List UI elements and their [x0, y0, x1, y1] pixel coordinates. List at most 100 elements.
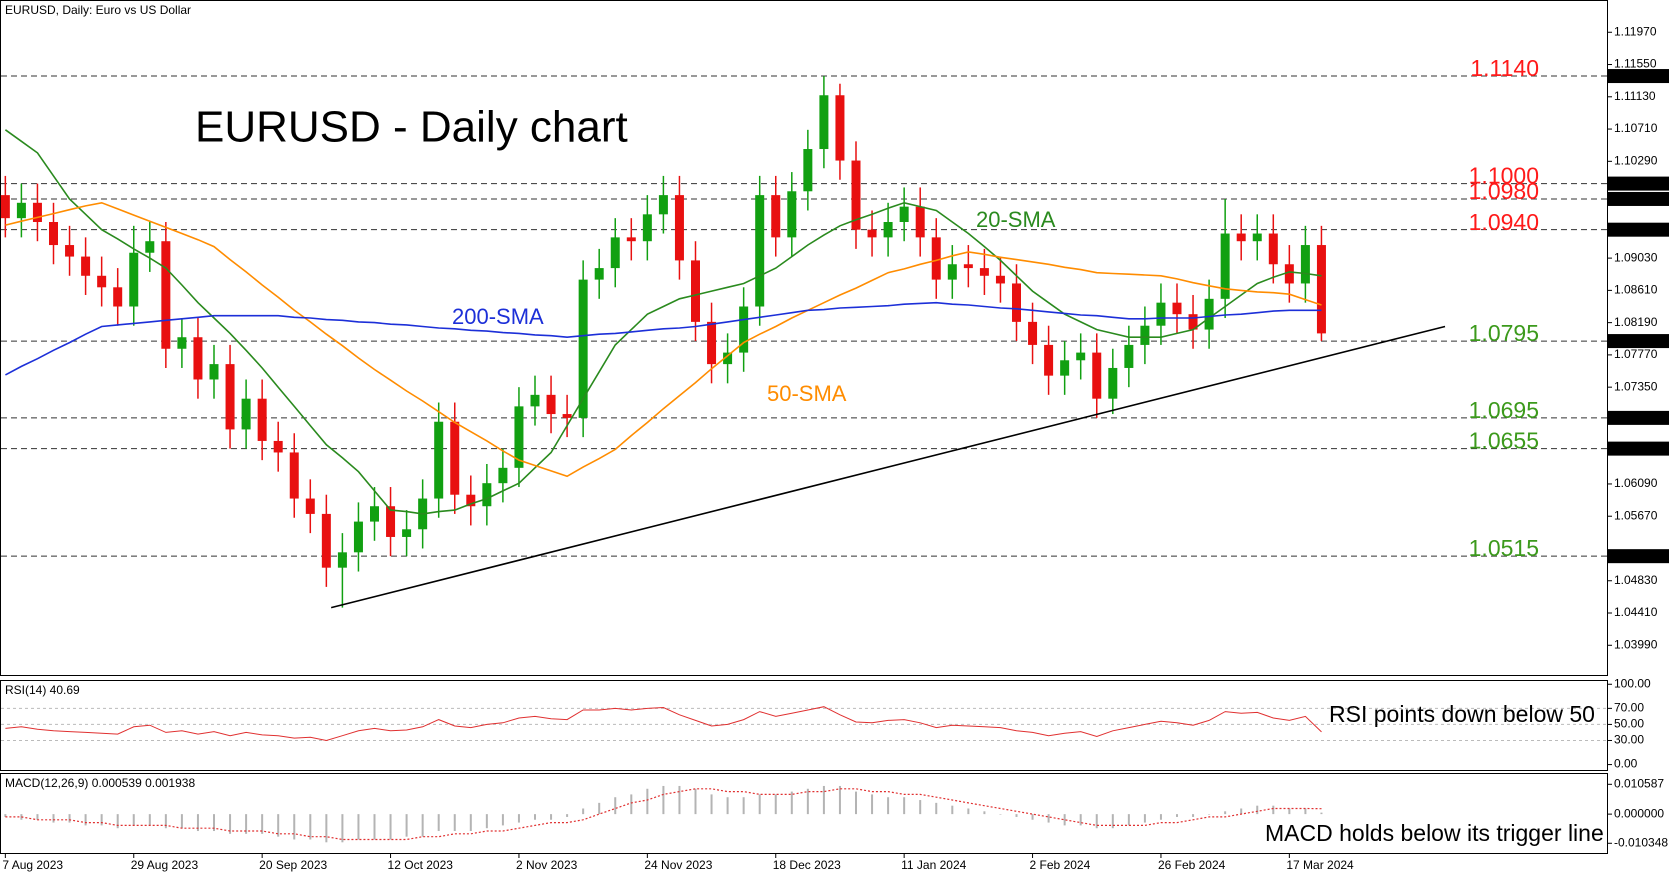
y-tick-label: 1.04830 [1614, 573, 1658, 587]
candle-body [1236, 233, 1246, 242]
macd-bar [453, 814, 456, 832]
candle-body [1188, 314, 1198, 330]
macd-bar [903, 797, 906, 815]
macd-bar [710, 794, 713, 815]
candle-body [177, 337, 187, 349]
macd-bar [116, 814, 119, 829]
sma-line [5, 301, 1322, 376]
candle-body [610, 237, 620, 269]
level-price-box [1608, 69, 1669, 84]
y-tick-label: 1.09030 [1614, 250, 1658, 264]
macd-bar [790, 791, 793, 815]
candle-body [1252, 233, 1262, 242]
x-tick-label: 12 Oct 2023 [388, 858, 454, 872]
macd-bar [1143, 814, 1146, 823]
candle-body [1076, 352, 1086, 361]
macd-bar [485, 814, 488, 829]
candle-body [915, 206, 925, 238]
candle-body [947, 264, 957, 280]
candle-body [642, 214, 652, 242]
candle-body [1220, 233, 1230, 299]
candle-body [739, 306, 749, 353]
y-tick-label: 1.03990 [1614, 637, 1658, 651]
level-label: 1.0695 [1469, 397, 1539, 423]
macd-bar [935, 802, 938, 815]
candle-body [578, 279, 588, 418]
candle-body [1300, 245, 1310, 284]
macd-bar [822, 785, 825, 815]
candle-body [963, 264, 973, 269]
macd-bar [389, 814, 392, 840]
candle-body [193, 337, 203, 380]
macd-bar [662, 785, 665, 815]
macd-bar [1095, 814, 1098, 829]
macd-bar [501, 814, 504, 826]
macd-bar [1272, 805, 1275, 815]
level-price-box [1608, 410, 1669, 425]
candle-body [1060, 360, 1070, 376]
candle-body [707, 321, 717, 365]
sma-label: 20-SMA [976, 207, 1056, 232]
macd-bar [1192, 814, 1195, 817]
macd-bar [164, 814, 167, 829]
candle-body [755, 195, 765, 307]
level-price-box [1608, 191, 1669, 206]
macd-bar [774, 794, 777, 815]
macd-bar [148, 814, 151, 826]
macd-bar [726, 797, 729, 815]
macd-bar [1256, 805, 1259, 815]
candle-body [129, 252, 139, 307]
macd-bar [1240, 808, 1243, 815]
candle-body [931, 237, 941, 280]
candle-body [273, 440, 283, 453]
candle-body [851, 160, 861, 230]
level-price-label: 1.05150 [1614, 548, 1658, 562]
x-tick-label: 20 Sep 2023 [259, 858, 327, 872]
candle-body [995, 275, 1005, 284]
level-price-box [1608, 176, 1669, 191]
candle-body [819, 95, 829, 150]
candle-body [289, 452, 299, 499]
rsi-note: RSI points down below 50 [1329, 701, 1595, 727]
macd-bar [742, 797, 745, 815]
candle-body [321, 513, 331, 568]
candle-body [498, 467, 508, 484]
candle-body [482, 483, 492, 507]
macd-bar [1288, 808, 1291, 815]
macd-bar [1304, 808, 1307, 815]
level-price-label: 1.06950 [1614, 410, 1658, 424]
y-tick-label: 1.08610 [1614, 283, 1658, 297]
macd-bar [855, 791, 857, 815]
y-tick-label: 1.11550 [1614, 57, 1657, 71]
candle-body [32, 202, 42, 223]
x-tick-label: 2 Nov 2023 [516, 858, 578, 872]
macd-bar [277, 814, 280, 837]
macd-bar [469, 814, 472, 832]
macd-bar [550, 814, 553, 820]
macd-bar [999, 814, 1002, 815]
macd-bar [871, 794, 874, 815]
y-tick-label: 0.010587 [1614, 776, 1664, 790]
candle-body [979, 268, 989, 276]
x-tick-label: 24 Nov 2023 [644, 858, 712, 872]
macd-bar [1111, 814, 1114, 829]
sma-line [5, 201, 1322, 478]
macd-bar [1015, 814, 1018, 817]
candle-body [65, 245, 75, 257]
macd-bar [229, 814, 232, 834]
macd-bar [373, 814, 376, 840]
macd-bar [582, 808, 585, 815]
y-tick-label: 1.07350 [1614, 379, 1658, 393]
level-price-box [1608, 222, 1669, 237]
candle-body [49, 222, 58, 246]
macd-bar [357, 814, 360, 840]
macd-bar [100, 814, 103, 826]
y-tick-label: 1.10290 [1614, 153, 1658, 167]
x-tick-label: 17 Mar 2024 [1286, 858, 1354, 872]
macd-bar [806, 788, 809, 815]
macd-bar [517, 814, 520, 823]
macd-bar [1079, 814, 1082, 826]
rsi-panel [0, 680, 1608, 771]
macd-bar [213, 814, 215, 832]
